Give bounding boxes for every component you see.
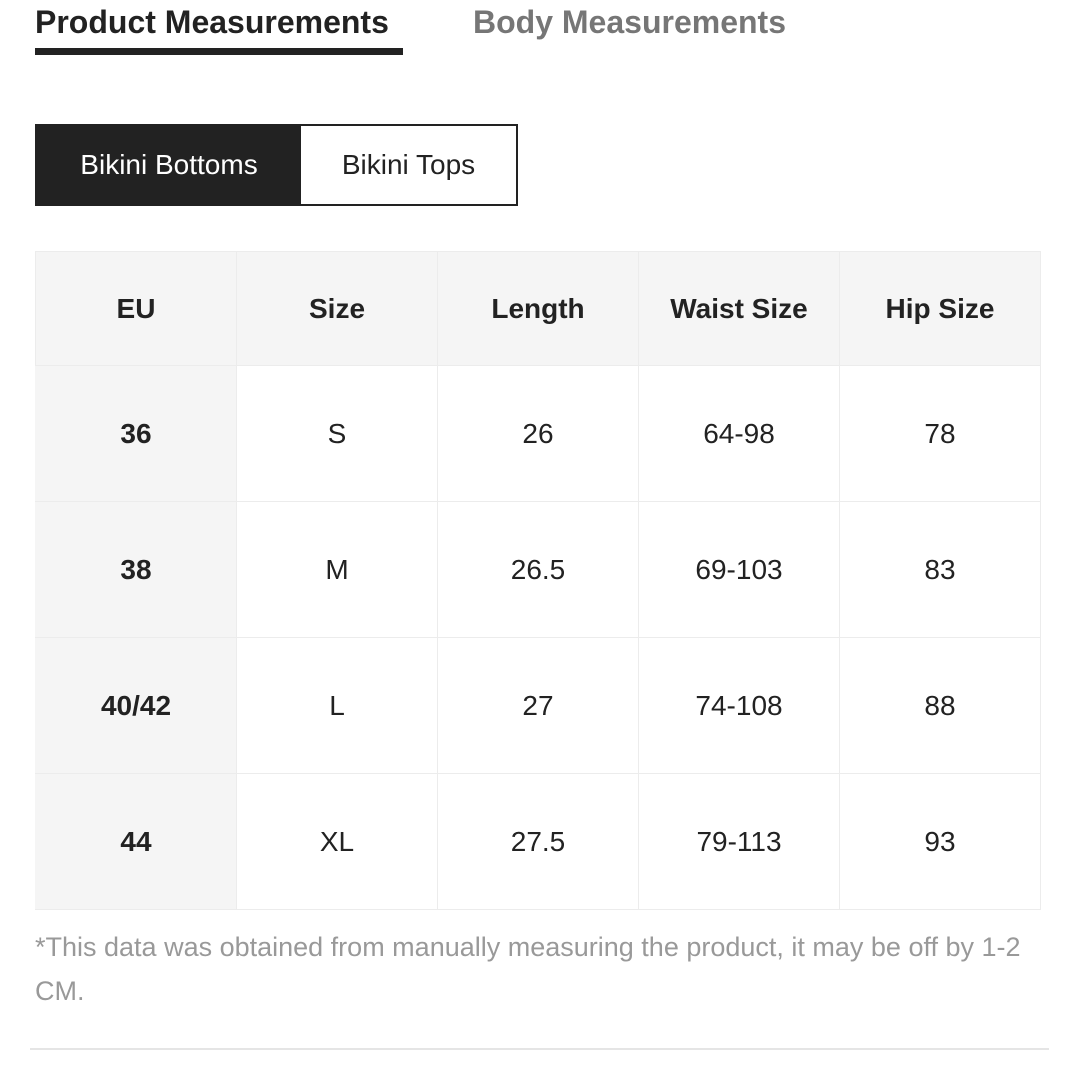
active-tab-indicator <box>35 48 403 55</box>
cell-hip: 93 <box>839 773 1041 910</box>
tab-body-measurements[interactable]: Body Measurements <box>473 4 786 40</box>
cell-eu: 38 <box>35 501 237 638</box>
tab-product-measurements[interactable]: Product Measurements <box>35 4 389 40</box>
cell-eu: 36 <box>35 365 237 502</box>
header-waist-size: Waist Size <box>638 251 840 366</box>
cell-hip: 83 <box>839 501 1041 638</box>
cell-eu: 40/42 <box>35 637 237 774</box>
header-size: Size <box>236 251 438 366</box>
cell-size: M <box>236 501 438 638</box>
cell-size: L <box>236 637 438 774</box>
cell-size: S <box>236 365 438 502</box>
cell-length: 26 <box>437 365 639 502</box>
header-length: Length <box>437 251 639 366</box>
measurement-disclaimer: *This data was obtained from manually me… <box>35 932 1021 1006</box>
size-table: EU Size Length Waist Size Hip Size 36 S … <box>35 251 1041 910</box>
cell-length: 27 <box>437 637 639 774</box>
bikini-bottoms-button[interactable]: Bikini Bottoms <box>37 126 301 204</box>
header-eu: EU <box>35 251 237 366</box>
bikini-tops-button[interactable]: Bikini Tops <box>301 126 516 204</box>
cell-size: XL <box>236 773 438 910</box>
header-hip-size: Hip Size <box>839 251 1041 366</box>
table-row: 36 S 26 64-98 78 <box>35 365 1041 502</box>
cell-length: 26.5 <box>437 501 639 638</box>
cell-waist: 69-103 <box>638 501 840 638</box>
category-toggle: Bikini Bottoms Bikini Tops <box>35 124 518 206</box>
table-header-row: EU Size Length Waist Size Hip Size <box>35 251 1041 366</box>
cell-waist: 79-113 <box>638 773 840 910</box>
divider <box>30 1048 1049 1050</box>
cell-eu: 44 <box>35 773 237 910</box>
cell-hip: 78 <box>839 365 1041 502</box>
table-row: 38 M 26.5 69-103 83 <box>35 501 1041 638</box>
table-row: 40/42 L 27 74-108 88 <box>35 637 1041 774</box>
table-row: 44 XL 27.5 79-113 93 <box>35 773 1041 910</box>
cell-hip: 88 <box>839 637 1041 774</box>
cell-waist: 64-98 <box>638 365 840 502</box>
cell-length: 27.5 <box>437 773 639 910</box>
cell-waist: 74-108 <box>638 637 840 774</box>
